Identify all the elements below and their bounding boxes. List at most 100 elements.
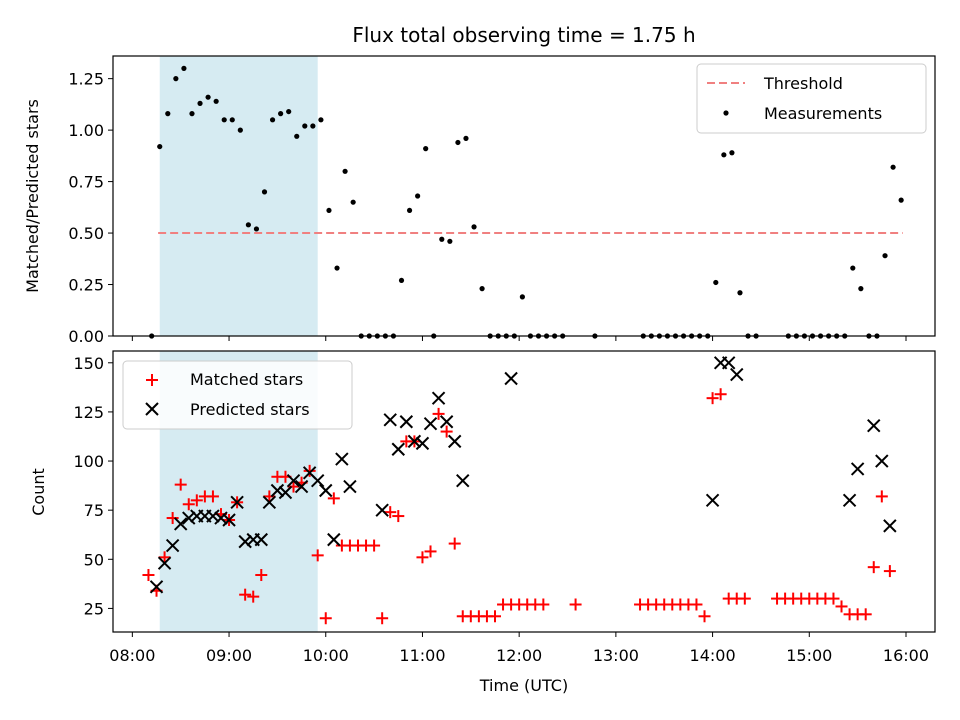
measurement-point: [318, 117, 324, 123]
measurement-point: [423, 146, 429, 152]
predicted-star-marker: [842, 493, 857, 508]
measurement-point: [334, 265, 340, 271]
measurement-point: [479, 286, 485, 292]
measurement-point: [471, 224, 477, 230]
predicted-star-marker: [431, 391, 446, 405]
matched-star-marker: [182, 498, 195, 511]
measurement-point: [415, 193, 421, 199]
measurement-point: [286, 108, 292, 115]
predicted-star-marker: [415, 436, 430, 451]
x-tick-label: 10:00: [303, 646, 349, 665]
x-tick-label: 09:00: [206, 646, 252, 665]
predicted-star-marker: [721, 356, 736, 370]
matched-star-marker: [698, 610, 711, 623]
x-axis-label: Time (UTC): [479, 676, 568, 695]
matched-star-marker: [883, 565, 896, 578]
predicted-star-marker: [222, 513, 236, 527]
matched-star-marker: [327, 492, 340, 505]
measurement-point: [858, 286, 864, 292]
measurement-point: [189, 111, 195, 117]
legend-predicted-swatch: [145, 402, 159, 416]
predicted-star-marker: [149, 580, 164, 594]
y-tick-label: 0.00: [68, 327, 104, 346]
measurement-point: [342, 168, 348, 174]
predicted-star-marker: [391, 442, 405, 456]
measurement-point: [326, 207, 332, 214]
matched-star-marker: [488, 610, 501, 623]
measurement-point: [455, 139, 461, 146]
matched-star-marker: [247, 590, 260, 603]
upper-highlight-span: [159, 56, 318, 336]
predicted-star-marker: [165, 538, 180, 553]
measurement-point: [890, 164, 896, 170]
predicted-star-marker: [286, 473, 301, 488]
upper-legend-box: [696, 63, 927, 134]
y-tick-label: 150: [73, 354, 104, 373]
matched-star-marker: [376, 612, 389, 625]
lower-frame: [112, 350, 936, 633]
legend-measurements-label: Measurements: [764, 104, 882, 123]
measurement-point: [221, 117, 227, 123]
predicted-star-marker: [270, 483, 285, 498]
matched-star-marker: [392, 510, 405, 523]
measurement-point: [310, 123, 316, 129]
predicted-star-marker: [439, 415, 454, 429]
measurement-point: [269, 117, 276, 123]
upper-frame: [112, 55, 936, 337]
x-tick-label: 11:00: [399, 646, 445, 665]
matched-star-marker: [142, 569, 155, 582]
predicted-star-marker: [182, 511, 196, 525]
measurement-point: [882, 253, 888, 259]
measurement-point: [197, 100, 203, 106]
matched-star-marker: [263, 490, 276, 503]
measurement-point: [898, 197, 904, 203]
x-tick-label: 15:00: [786, 646, 832, 665]
lower-panel: 25 50 75 100 125 150 08:00 09:00 10:00 11:00 12:0…: [29, 350, 936, 695]
matched-star-marker: [537, 598, 550, 611]
predicted-star-marker: [310, 473, 325, 488]
measurement-point: [261, 189, 268, 195]
measurement-point: [439, 236, 445, 242]
upper-x-ticks: [131, 336, 907, 341]
y-tick-label: 0.50: [68, 224, 104, 243]
predicted-star-marker: [875, 454, 889, 468]
y-tick-label: 0.25: [68, 276, 104, 295]
matched-star-marker: [738, 592, 751, 605]
chart-title: Flux total observing time = 1.75 h: [352, 23, 695, 47]
x-tick-label: 13:00: [593, 646, 639, 665]
matched-star-marker: [190, 494, 203, 507]
measurement-point: [721, 152, 727, 158]
predicted-star-marker: [294, 479, 309, 494]
measurement-point: [350, 199, 356, 205]
measurement-point: [406, 207, 413, 214]
predicted-star-markers: [149, 356, 897, 594]
predicted-star-marker: [157, 556, 172, 570]
measurement-point: [165, 111, 171, 117]
legend-matched-swatch: [146, 374, 158, 386]
legend-measurements-swatch: [723, 110, 729, 116]
predicted-star-marker: [335, 452, 349, 466]
y-tick-label: 125: [73, 403, 104, 422]
matched-star-marker: [158, 551, 171, 564]
legend-predicted-label: Predicted stars: [190, 400, 310, 419]
matched-star-marker: [255, 569, 268, 582]
predicted-star-marker: [173, 517, 188, 531]
predicted-star-marker: [206, 509, 220, 523]
lower-y-ticks: 25 50 75 100 125 150: [73, 354, 113, 618]
predicted-star-marker: [399, 415, 414, 429]
predicted-star-marker: [407, 434, 422, 449]
predicted-star-marker: [850, 462, 865, 476]
y-tick-label: 75: [84, 501, 104, 520]
predicted-star-marker: [343, 479, 357, 494]
measurement-point: [278, 111, 284, 117]
lower-legend: Matched stars Predicted stars: [122, 360, 353, 430]
predicted-star-marker: [705, 493, 720, 508]
y-tick-label: 0.75: [68, 173, 104, 192]
predicted-star-marker: [423, 416, 438, 431]
measurement-point: [205, 94, 211, 100]
predicted-star-marker: [730, 367, 744, 382]
measurement-point: [253, 226, 260, 232]
predicted-star-marker: [327, 532, 341, 547]
predicted-star-marker: [238, 534, 252, 549]
measurement-point: [729, 150, 735, 156]
